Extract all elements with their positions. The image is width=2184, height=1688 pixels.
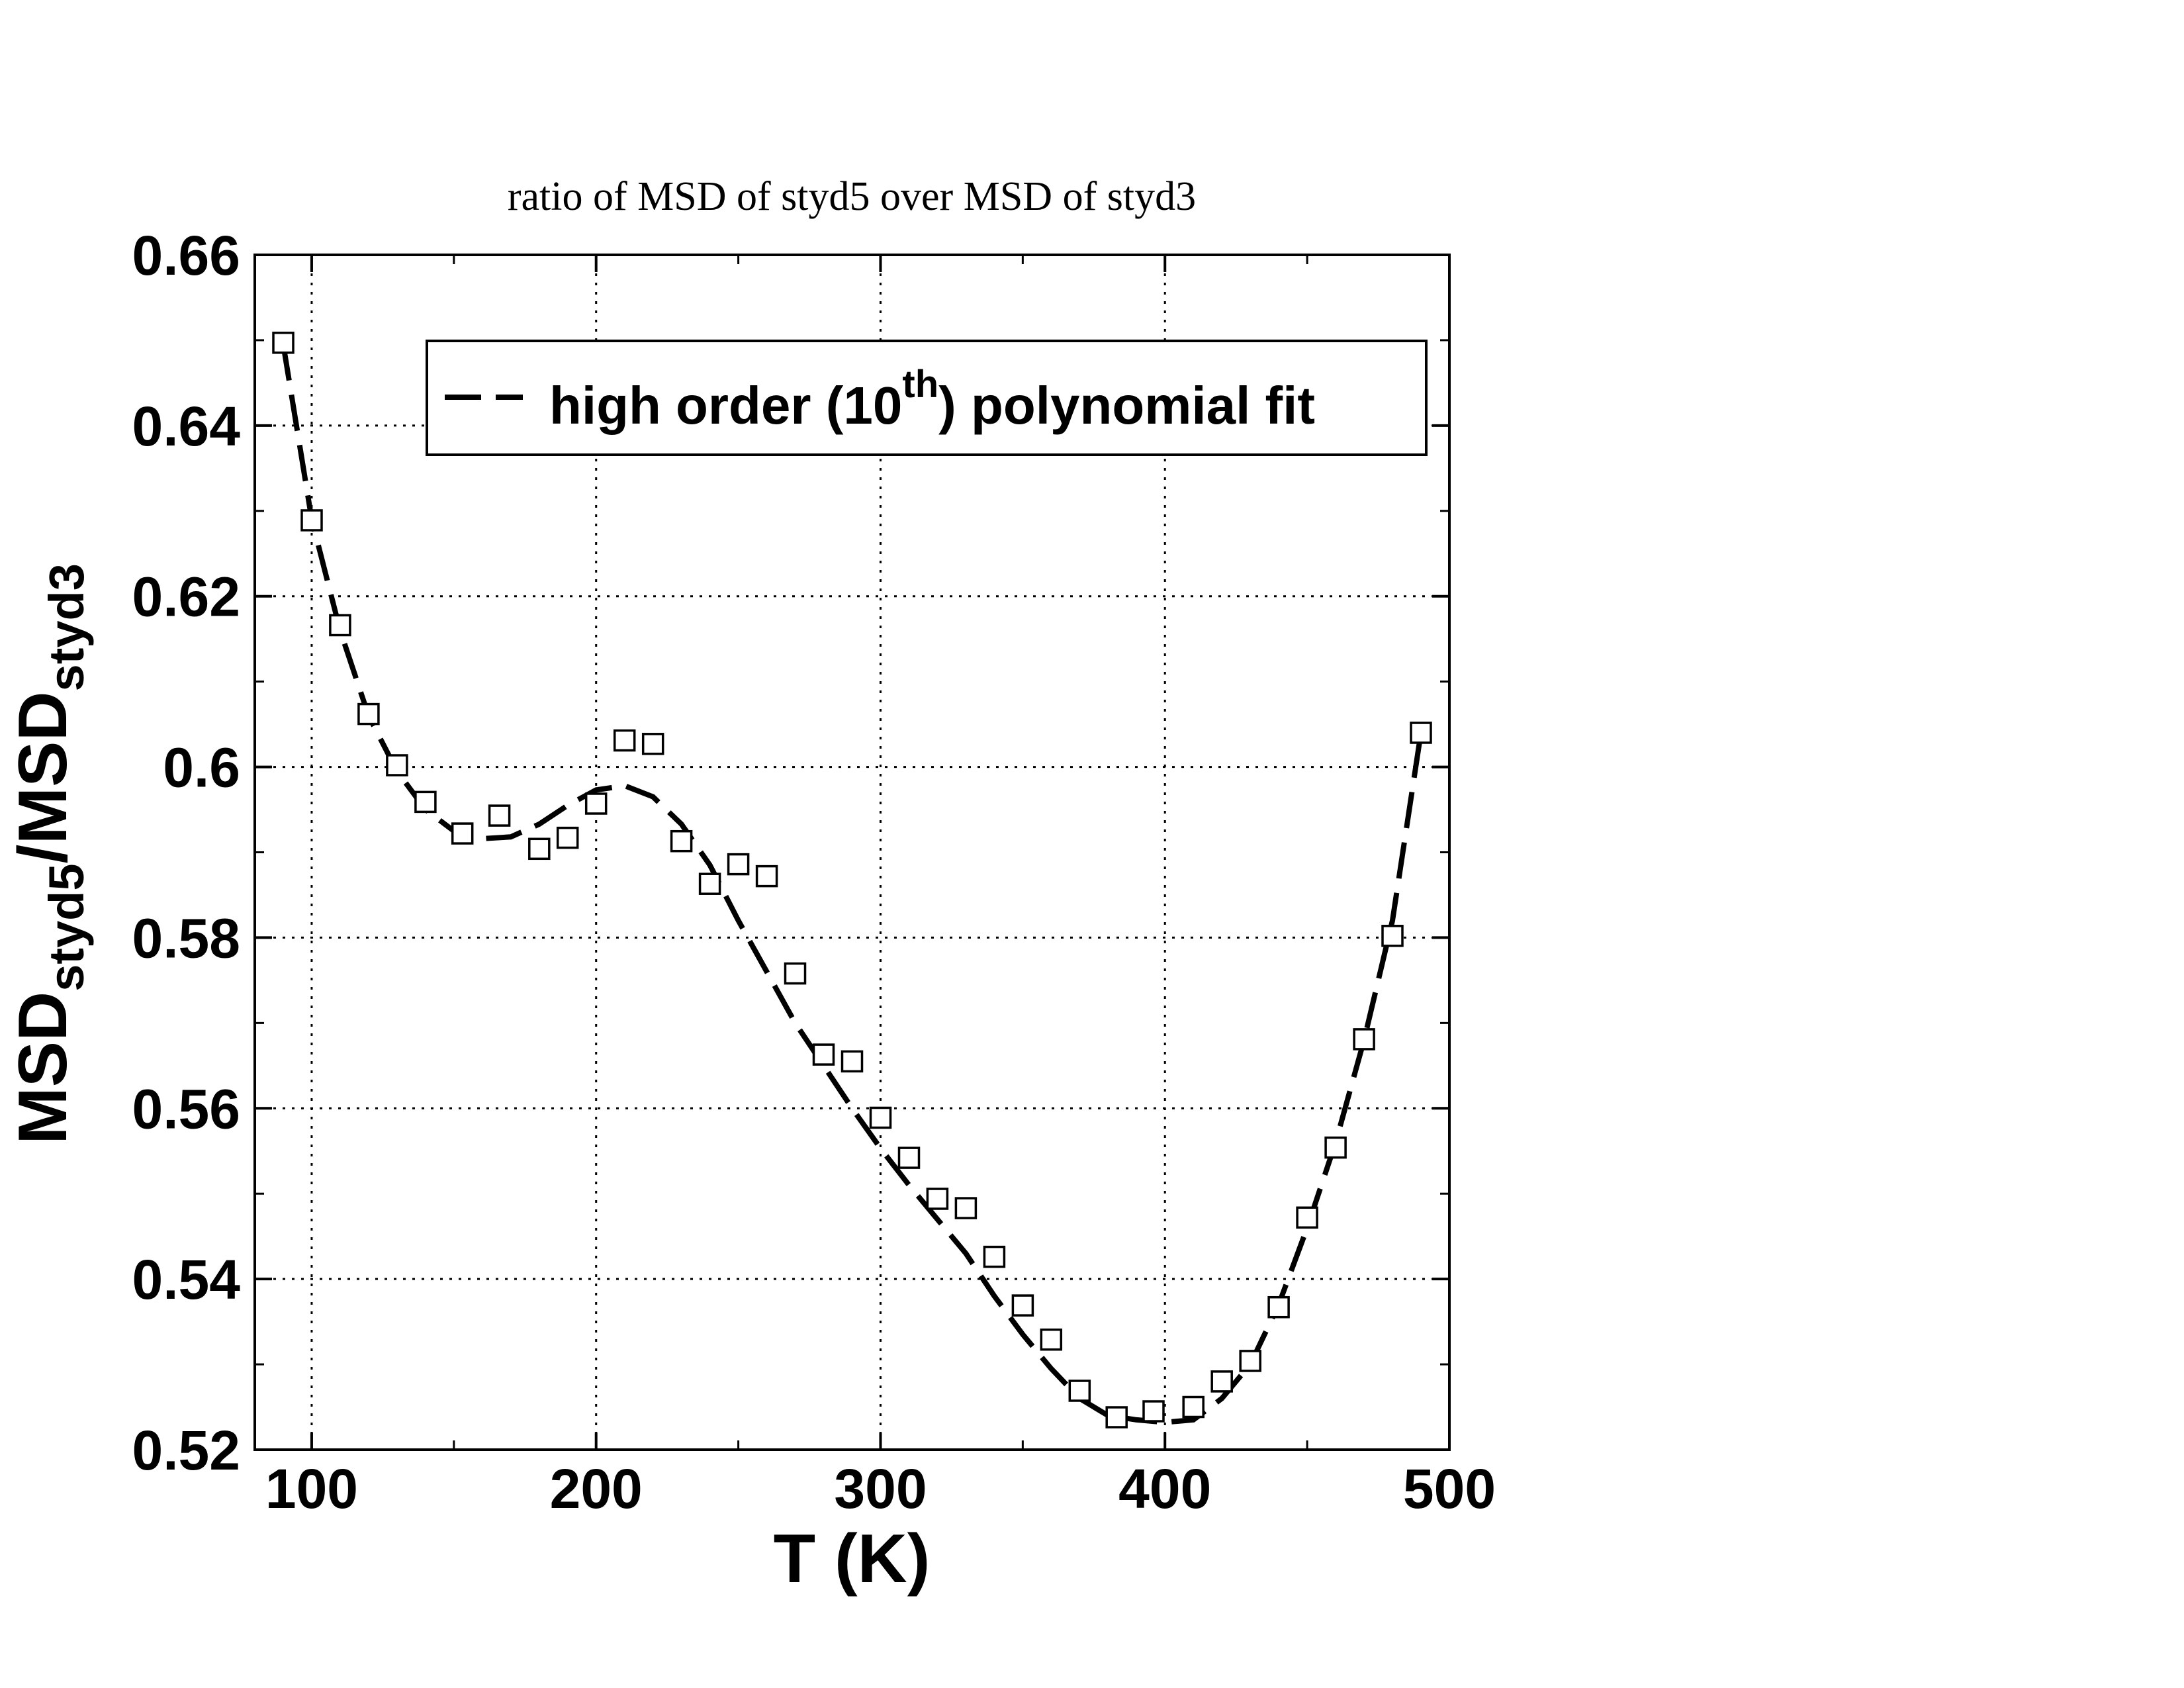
y-tick-label: 0.56 [132, 1078, 241, 1140]
y-tick-label: 0.54 [132, 1248, 241, 1311]
data-point [1105, 1406, 1128, 1429]
data-point [1040, 1328, 1063, 1351]
legend: high order (10th) polynomial fit [426, 340, 1428, 456]
data-point [556, 826, 579, 849]
data-point [1353, 1028, 1375, 1051]
data-point [1324, 1136, 1347, 1159]
plot-frame [253, 254, 1451, 1451]
data-point [784, 962, 807, 985]
data-point [841, 1050, 864, 1073]
data-point [1239, 1350, 1261, 1372]
data-point [1267, 1295, 1290, 1319]
y-tick-labels: 0.52 0.54 0.56 0.58 0.6 0.62 0.64 0.66 [132, 224, 241, 1481]
data-point [272, 332, 295, 354]
y-axis-label: MSDstyd5/MSDstyd3 [5, 563, 94, 1145]
y-label-base2: MSD [5, 691, 81, 844]
chart-title: ratio of MSD of styd5 over MSD of styd3 [508, 174, 1196, 219]
data-point [755, 865, 778, 888]
data-point [488, 804, 511, 827]
data-point [1068, 1380, 1091, 1402]
ticks [255, 254, 1451, 1451]
x-axis-label: T (K) [774, 1521, 931, 1597]
data-point [1410, 722, 1432, 744]
data-point [300, 509, 323, 532]
y-tick-label: 0.64 [132, 395, 241, 457]
data-point [983, 1245, 1006, 1268]
x-tick-label: 200 [550, 1458, 643, 1520]
y-tick-label: 0.62 [132, 566, 241, 628]
data-point [1011, 1294, 1034, 1317]
y-tick-label: 0.66 [132, 224, 241, 287]
y-label-sub2: styd3 [39, 563, 94, 691]
data-markers [272, 332, 1432, 1429]
y-label-sub1: styd5 [39, 863, 94, 991]
data-point [329, 614, 351, 637]
data-point [584, 792, 608, 815]
y-tick-label: 0.52 [132, 1419, 241, 1481]
x-tick-label: 300 [834, 1458, 927, 1520]
data-point [727, 853, 750, 876]
data-point [641, 733, 664, 755]
legend-label-sup: th [902, 363, 938, 406]
data-point [1142, 1400, 1165, 1423]
data-point [1381, 925, 1404, 947]
data-point [897, 1147, 921, 1169]
data-point [670, 829, 693, 853]
data-point [414, 790, 437, 814]
legend-label: high order (10th) polynomial fit [549, 363, 1315, 435]
data-point [926, 1188, 949, 1210]
data-point [386, 754, 408, 776]
data-point [812, 1043, 835, 1066]
x-tick-label: 500 [1403, 1458, 1496, 1520]
data-point [1182, 1395, 1205, 1419]
legend-label-end: ) polynomial fit [938, 376, 1315, 435]
y-label-base: MSD [5, 992, 81, 1145]
data-point [613, 729, 636, 752]
data-point [698, 872, 721, 895]
y-tick-label: 0.6 [163, 737, 240, 799]
x-tick-label: 100 [265, 1458, 358, 1520]
data-point [1210, 1370, 1233, 1393]
data-point [528, 837, 551, 861]
data-point [869, 1106, 892, 1129]
legend-label-main: high order (10 [549, 376, 902, 435]
data-point [451, 822, 474, 845]
x-tick-label: 400 [1118, 1458, 1211, 1520]
data-point [954, 1197, 978, 1219]
legend-box [426, 340, 1428, 456]
data-point [357, 702, 380, 726]
y-label-slash: / [5, 845, 81, 864]
y-tick-label: 0.58 [132, 907, 241, 969]
x-tick-labels: 100 200 300 400 500 [265, 1458, 1496, 1520]
data-point [1296, 1206, 1318, 1229]
